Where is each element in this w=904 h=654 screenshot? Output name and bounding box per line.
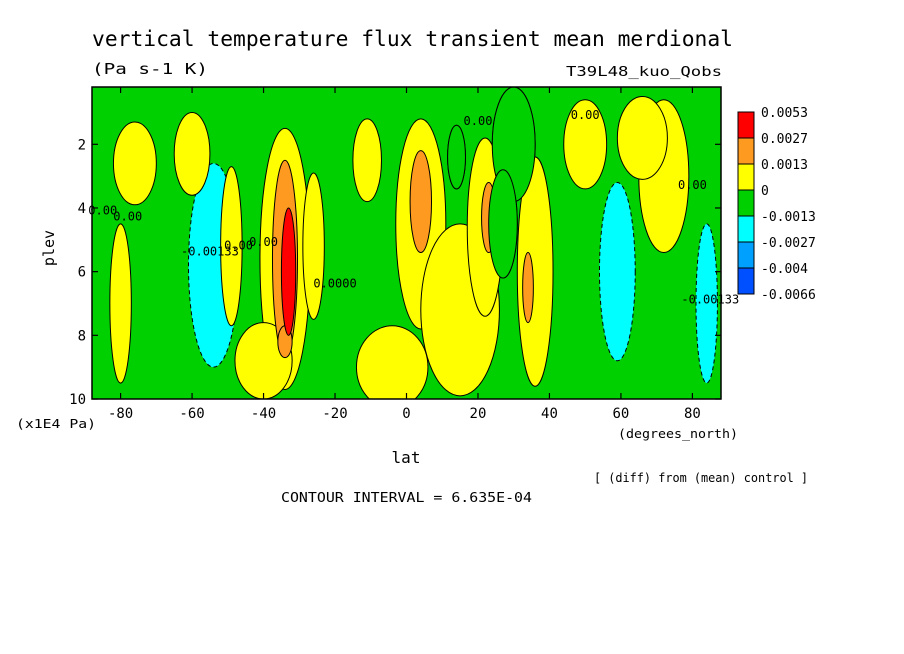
contour-region <box>112 121 157 206</box>
contour-region <box>409 150 433 254</box>
legend-level-label: -0.0027 <box>761 236 816 251</box>
y-tick-label: 4 <box>78 201 86 217</box>
y-tick-label: 10 <box>69 392 86 408</box>
contour-region <box>488 169 518 279</box>
contour-region <box>447 124 466 190</box>
contour-region <box>616 96 668 180</box>
y-axis-units: (x1E4 Pa) <box>16 416 96 431</box>
y-tick-label: 2 <box>78 137 86 153</box>
y-tick-label: 6 <box>78 265 86 281</box>
contour-label: 0.00 <box>224 238 253 252</box>
legend-swatch <box>737 241 755 269</box>
legend-level-label: 0.0053 <box>761 106 808 121</box>
legend-level-label: -0.004 <box>761 262 808 277</box>
contour-region <box>598 182 636 362</box>
legend-swatch <box>737 111 755 139</box>
contour-region <box>280 207 297 336</box>
contour-region <box>109 223 132 384</box>
x-tick-label: 60 <box>613 406 630 422</box>
x-tick-label: -60 <box>179 406 204 422</box>
legend-swatch <box>737 189 755 217</box>
legend: 0.0053 0.0027 0.0013 0 -0.0013 -0.0027 -0.004 -… <box>737 106 816 303</box>
x-tick-label: 40 <box>541 406 558 422</box>
contour-region <box>352 118 382 203</box>
legend-level-label: 0 <box>761 184 769 199</box>
contour-label: -0.00133 <box>181 245 239 259</box>
x-tick-label: -80 <box>108 406 133 422</box>
contour-region <box>302 172 325 320</box>
contour-region <box>522 252 534 324</box>
x-axis-units: (degrees_north) <box>618 426 738 441</box>
contour-label: 0.00 <box>249 235 278 249</box>
y-axis: 2 4 6 8 10 <box>69 137 721 408</box>
x-tick-label: -40 <box>251 406 276 422</box>
contour-label: 0.00 <box>571 108 600 122</box>
contour-region <box>173 111 211 196</box>
contour-label: -0.00133 <box>681 292 739 306</box>
x-tick-label: -20 <box>322 406 347 422</box>
contour-label: 0.0000 <box>313 277 356 291</box>
x-axis-label: lat <box>392 448 421 467</box>
diff-annotation: [ (diff) from (mean) control ] <box>594 470 808 485</box>
x-tick-label: 80 <box>684 406 701 422</box>
contour-interval-annotation: CONTOUR INTERVAL = 6.635E-04 <box>281 491 532 506</box>
legend-level-label: -0.0066 <box>761 288 816 303</box>
y-axis-label: plev <box>40 230 58 266</box>
contour-region <box>355 325 429 399</box>
legend-level-label: -0.0013 <box>761 210 816 225</box>
contour-labels: 0.00 0.000.000.000.00-0.001330.000.000.00… <box>88 108 739 307</box>
legend-level-label: 0.0027 <box>761 132 808 147</box>
x-axis: -80 -60 -40 -20 0 20 40 60 80 <box>108 87 701 422</box>
contour-label: 0.00 <box>88 203 117 217</box>
contour-label: 0.00 <box>678 178 707 192</box>
contour-region <box>695 223 718 384</box>
x-tick-label: 20 <box>470 406 487 422</box>
run-label: T39L48_kuo_Qobs <box>566 65 722 80</box>
legend-swatch <box>737 267 755 295</box>
chart-title: vertical temperature flux transient mean… <box>92 27 733 52</box>
legend-swatch <box>737 215 755 243</box>
contour-fills <box>109 87 718 399</box>
contour-label: 0.00 <box>113 210 142 224</box>
x-tick-label: 0 <box>402 406 410 422</box>
contour-region <box>220 166 243 327</box>
contour-region <box>563 99 608 190</box>
units-label: (Pa s-1 K) <box>92 60 208 78</box>
y-tick-label: 8 <box>78 328 86 344</box>
contour-label: 0.00 <box>464 114 493 128</box>
legend-swatch <box>737 163 755 191</box>
legend-level-label: 0.0013 <box>761 158 808 173</box>
legend-swatch <box>737 137 755 165</box>
